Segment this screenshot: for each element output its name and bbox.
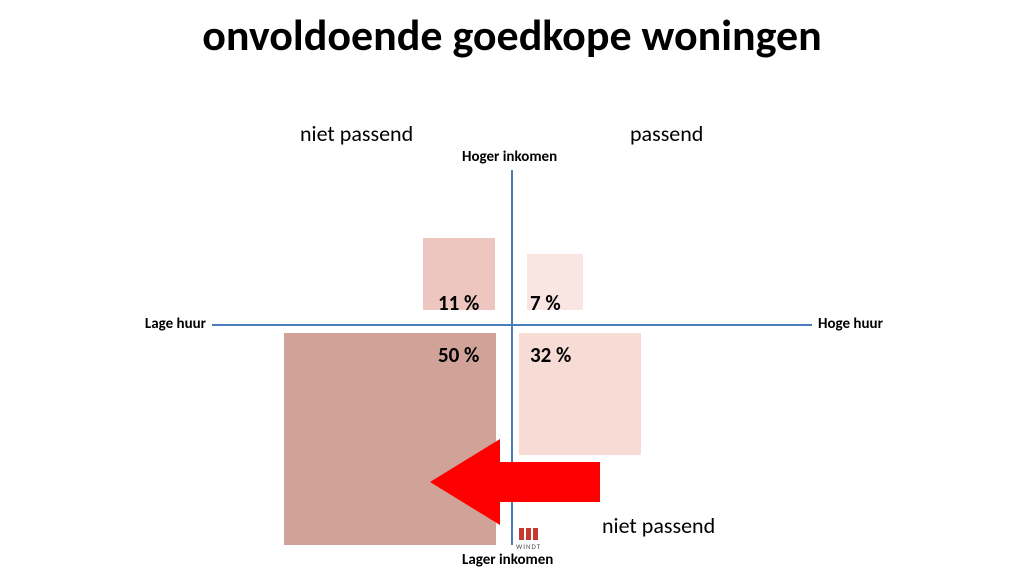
data-value: 32 % [530, 342, 571, 368]
logo-bar-icon [526, 528, 531, 540]
axis-label-top: Hoger inkomen [462, 148, 557, 166]
page-title: onvoldoende goedkope woningen [0, 8, 1024, 62]
quadrant-label-bottom-right: niet passend [602, 512, 715, 539]
data-value: 50 % [438, 342, 479, 368]
axis-label-bottom: Lager inkomen [462, 551, 553, 569]
quadrant-label-top-right: passend [630, 120, 703, 147]
logo-text: WINDT [516, 542, 541, 551]
axis-label-left: Lage huur [145, 315, 206, 333]
logo-bar-icon [533, 528, 538, 540]
data-value: 11 % [438, 290, 479, 316]
axis-label-right: Hoge huur [818, 315, 883, 333]
quadrant-label-top-left: niet passend [300, 120, 413, 147]
arrow-icon [430, 439, 600, 525]
logo: WINDT [516, 528, 541, 551]
logo-bar-icon [519, 528, 524, 540]
data-value: 7 % [530, 290, 561, 316]
quadrant-chart: Hoger inkomen Lager inkomen Lage huur Ho… [0, 80, 1024, 576]
